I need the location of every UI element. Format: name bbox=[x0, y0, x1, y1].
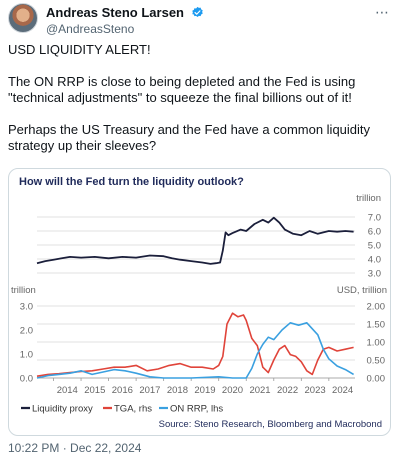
top-y-tick-label: 6.0 bbox=[368, 227, 381, 238]
x-tick-label: 2019 bbox=[194, 385, 215, 396]
bottom-right-tick-label: 0.50 bbox=[367, 356, 386, 367]
legend-label: TGA, rhs bbox=[114, 404, 152, 415]
bottom-right-tick-label: 0.00 bbox=[367, 374, 386, 385]
bottom-right-tick-label: 1.00 bbox=[367, 338, 386, 349]
bottom-left-tick-label: 0.0 bbox=[20, 374, 33, 385]
author-handle[interactable]: @AndreasSteno bbox=[46, 22, 135, 36]
bottom-left-tick-label: 1.0 bbox=[20, 350, 33, 361]
avatar[interactable] bbox=[8, 3, 38, 33]
x-tick-label: 2022 bbox=[277, 385, 298, 396]
tweet-paragraph: The ON RRP is close to being depleted an… bbox=[8, 74, 356, 105]
ellipsis-icon[interactable]: ⋯ bbox=[375, 4, 390, 20]
x-tick-label: 2017 bbox=[139, 385, 160, 396]
bottom-left-unit-label: trillion bbox=[11, 285, 36, 296]
x-tick-label: 2014 bbox=[57, 385, 78, 396]
top-y-tick-label: 4.0 bbox=[368, 255, 381, 266]
x-tick-label: 2018 bbox=[167, 385, 188, 396]
x-tick-label: 2020 bbox=[222, 385, 243, 396]
bottom-left-tick-label: 2.0 bbox=[20, 326, 33, 337]
series-line-tga bbox=[36, 312, 354, 377]
x-tick-label: 2024 bbox=[332, 385, 353, 396]
tweet-text: USD LIQUIDITY ALERT! The ON RRP is close… bbox=[8, 42, 392, 170]
verified-badge-icon bbox=[192, 6, 204, 17]
chart-title: How will the Fed turn the liquidity outl… bbox=[19, 176, 244, 188]
x-tick-label: 2016 bbox=[112, 385, 133, 396]
series-line-on-rrp bbox=[36, 322, 355, 379]
liquidity-chart: How will the Fed turn the liquidity outl… bbox=[11, 176, 387, 430]
chart-image[interactable]: How will the Fed turn the liquidity outl… bbox=[8, 168, 391, 436]
legend-label: Liquidity proxy bbox=[32, 404, 93, 415]
top-y-tick-label: 5.0 bbox=[368, 241, 381, 252]
tweet-timestamp[interactable]: 10:22 PM · Dec 22, 2024 bbox=[8, 441, 142, 455]
author-display-name[interactable]: Andreas Steno Larsen bbox=[46, 5, 184, 20]
x-tick-label: 2021 bbox=[249, 385, 270, 396]
legend-label: ON RRP, lhs bbox=[170, 404, 223, 415]
top-unit-label: trillion bbox=[356, 193, 381, 204]
bottom-right-tick-label: 2.00 bbox=[367, 302, 386, 313]
author-names: Andreas Steno Larsen @AndreasSteno bbox=[46, 4, 204, 37]
chart-source: Source: Steno Research, Bloomberg and Ma… bbox=[159, 419, 382, 430]
tweet-paragraph: USD LIQUIDITY ALERT! bbox=[8, 42, 151, 57]
bottom-right-unit-label: USD, trillion bbox=[337, 285, 387, 296]
x-tick-label: 2023 bbox=[305, 385, 326, 396]
x-tick-label: 2015 bbox=[84, 385, 105, 396]
tweet-header: Andreas Steno Larsen @AndreasSteno ⋯ bbox=[8, 3, 392, 37]
top-y-tick-label: 3.0 bbox=[368, 269, 381, 280]
bottom-left-tick-label: 3.0 bbox=[20, 302, 33, 313]
bottom-right-tick-label: 1.50 bbox=[367, 320, 386, 331]
tweet-paragraph: Perhaps the US Treasury and the Fed have… bbox=[8, 122, 371, 153]
top-y-tick-label: 7.0 bbox=[368, 213, 381, 224]
series-line-liquidity-proxy bbox=[36, 216, 354, 265]
